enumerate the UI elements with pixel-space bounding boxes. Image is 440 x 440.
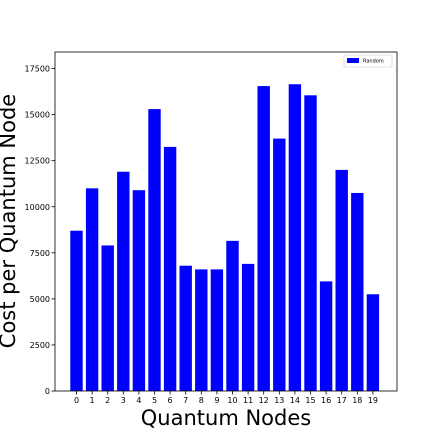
- x-tick-label: 13: [274, 396, 284, 405]
- bar-1: [85, 188, 99, 391]
- x-tick-label: 18: [352, 396, 362, 405]
- bar-14: [288, 84, 302, 392]
- y-tick-label: 12500: [25, 157, 50, 166]
- x-tick-label: 0: [74, 396, 79, 405]
- bar-9: [210, 269, 224, 391]
- legend-label: Random: [363, 59, 384, 65]
- bar-2: [101, 245, 114, 391]
- y-tick-label: 15000: [25, 111, 50, 120]
- x-tick-label: 3: [121, 396, 126, 405]
- y-tick-label: 7500: [30, 249, 50, 258]
- bar-17: [335, 169, 348, 391]
- x-tick-label: 14: [290, 396, 300, 405]
- x-tick-label: 19: [368, 396, 378, 405]
- x-axis-ticks: 0 1 2 3 4 5 6 7 8 9 10 11 12 13 14 15 16 17 18 19: [74, 391, 378, 405]
- x-tick-label: 15: [305, 396, 315, 405]
- bar-7: [179, 265, 192, 391]
- x-tick-label: 2: [105, 396, 110, 405]
- bar-8: [195, 269, 208, 391]
- bar-12: [257, 86, 270, 391]
- x-tick-label: 10: [227, 396, 237, 405]
- bar-19: [366, 294, 380, 391]
- y-axis-title: Cost per Quantum Node: [0, 94, 20, 348]
- x-tick-label: 11: [243, 396, 253, 405]
- x-tick-label: 4: [136, 396, 141, 405]
- y-tick-label: 10000: [25, 203, 50, 212]
- bar-0: [70, 230, 83, 391]
- y-axis-ticks: 0 2500 5000 7500 10000 12500 15000 17500: [25, 65, 55, 396]
- bars-group: [70, 84, 380, 392]
- bar-16: [319, 281, 333, 391]
- x-tick-label: 12: [259, 396, 269, 405]
- x-tick-label: 9: [214, 396, 219, 405]
- x-tick-label: 5: [152, 396, 157, 405]
- bar-6: [163, 146, 177, 391]
- y-tick-label: 2500: [30, 341, 50, 350]
- x-tick-label: 17: [337, 396, 347, 405]
- y-tick-label: 0: [45, 387, 50, 396]
- x-tick-label: 7: [183, 396, 188, 405]
- legend: Random: [343, 54, 393, 68]
- x-axis-title: Quantum Nodes: [141, 406, 311, 430]
- bar-13: [273, 138, 286, 391]
- plot-frame: [54, 51, 398, 392]
- bar-5: [148, 109, 161, 392]
- x-tick-label: 8: [199, 396, 204, 405]
- x-tick-label: 16: [321, 396, 331, 405]
- bar-10: [226, 240, 239, 391]
- bar-15: [304, 95, 317, 392]
- x-tick-label: 6: [168, 396, 173, 405]
- y-tick-label: 5000: [30, 295, 50, 304]
- y-tick-label: 17500: [25, 65, 50, 74]
- bar-4: [132, 190, 146, 391]
- bar-11: [241, 263, 255, 392]
- x-tick-label: 1: [90, 396, 95, 405]
- bar-3: [117, 171, 130, 391]
- bar-18: [351, 192, 364, 391]
- legend-swatch: [347, 58, 359, 63]
